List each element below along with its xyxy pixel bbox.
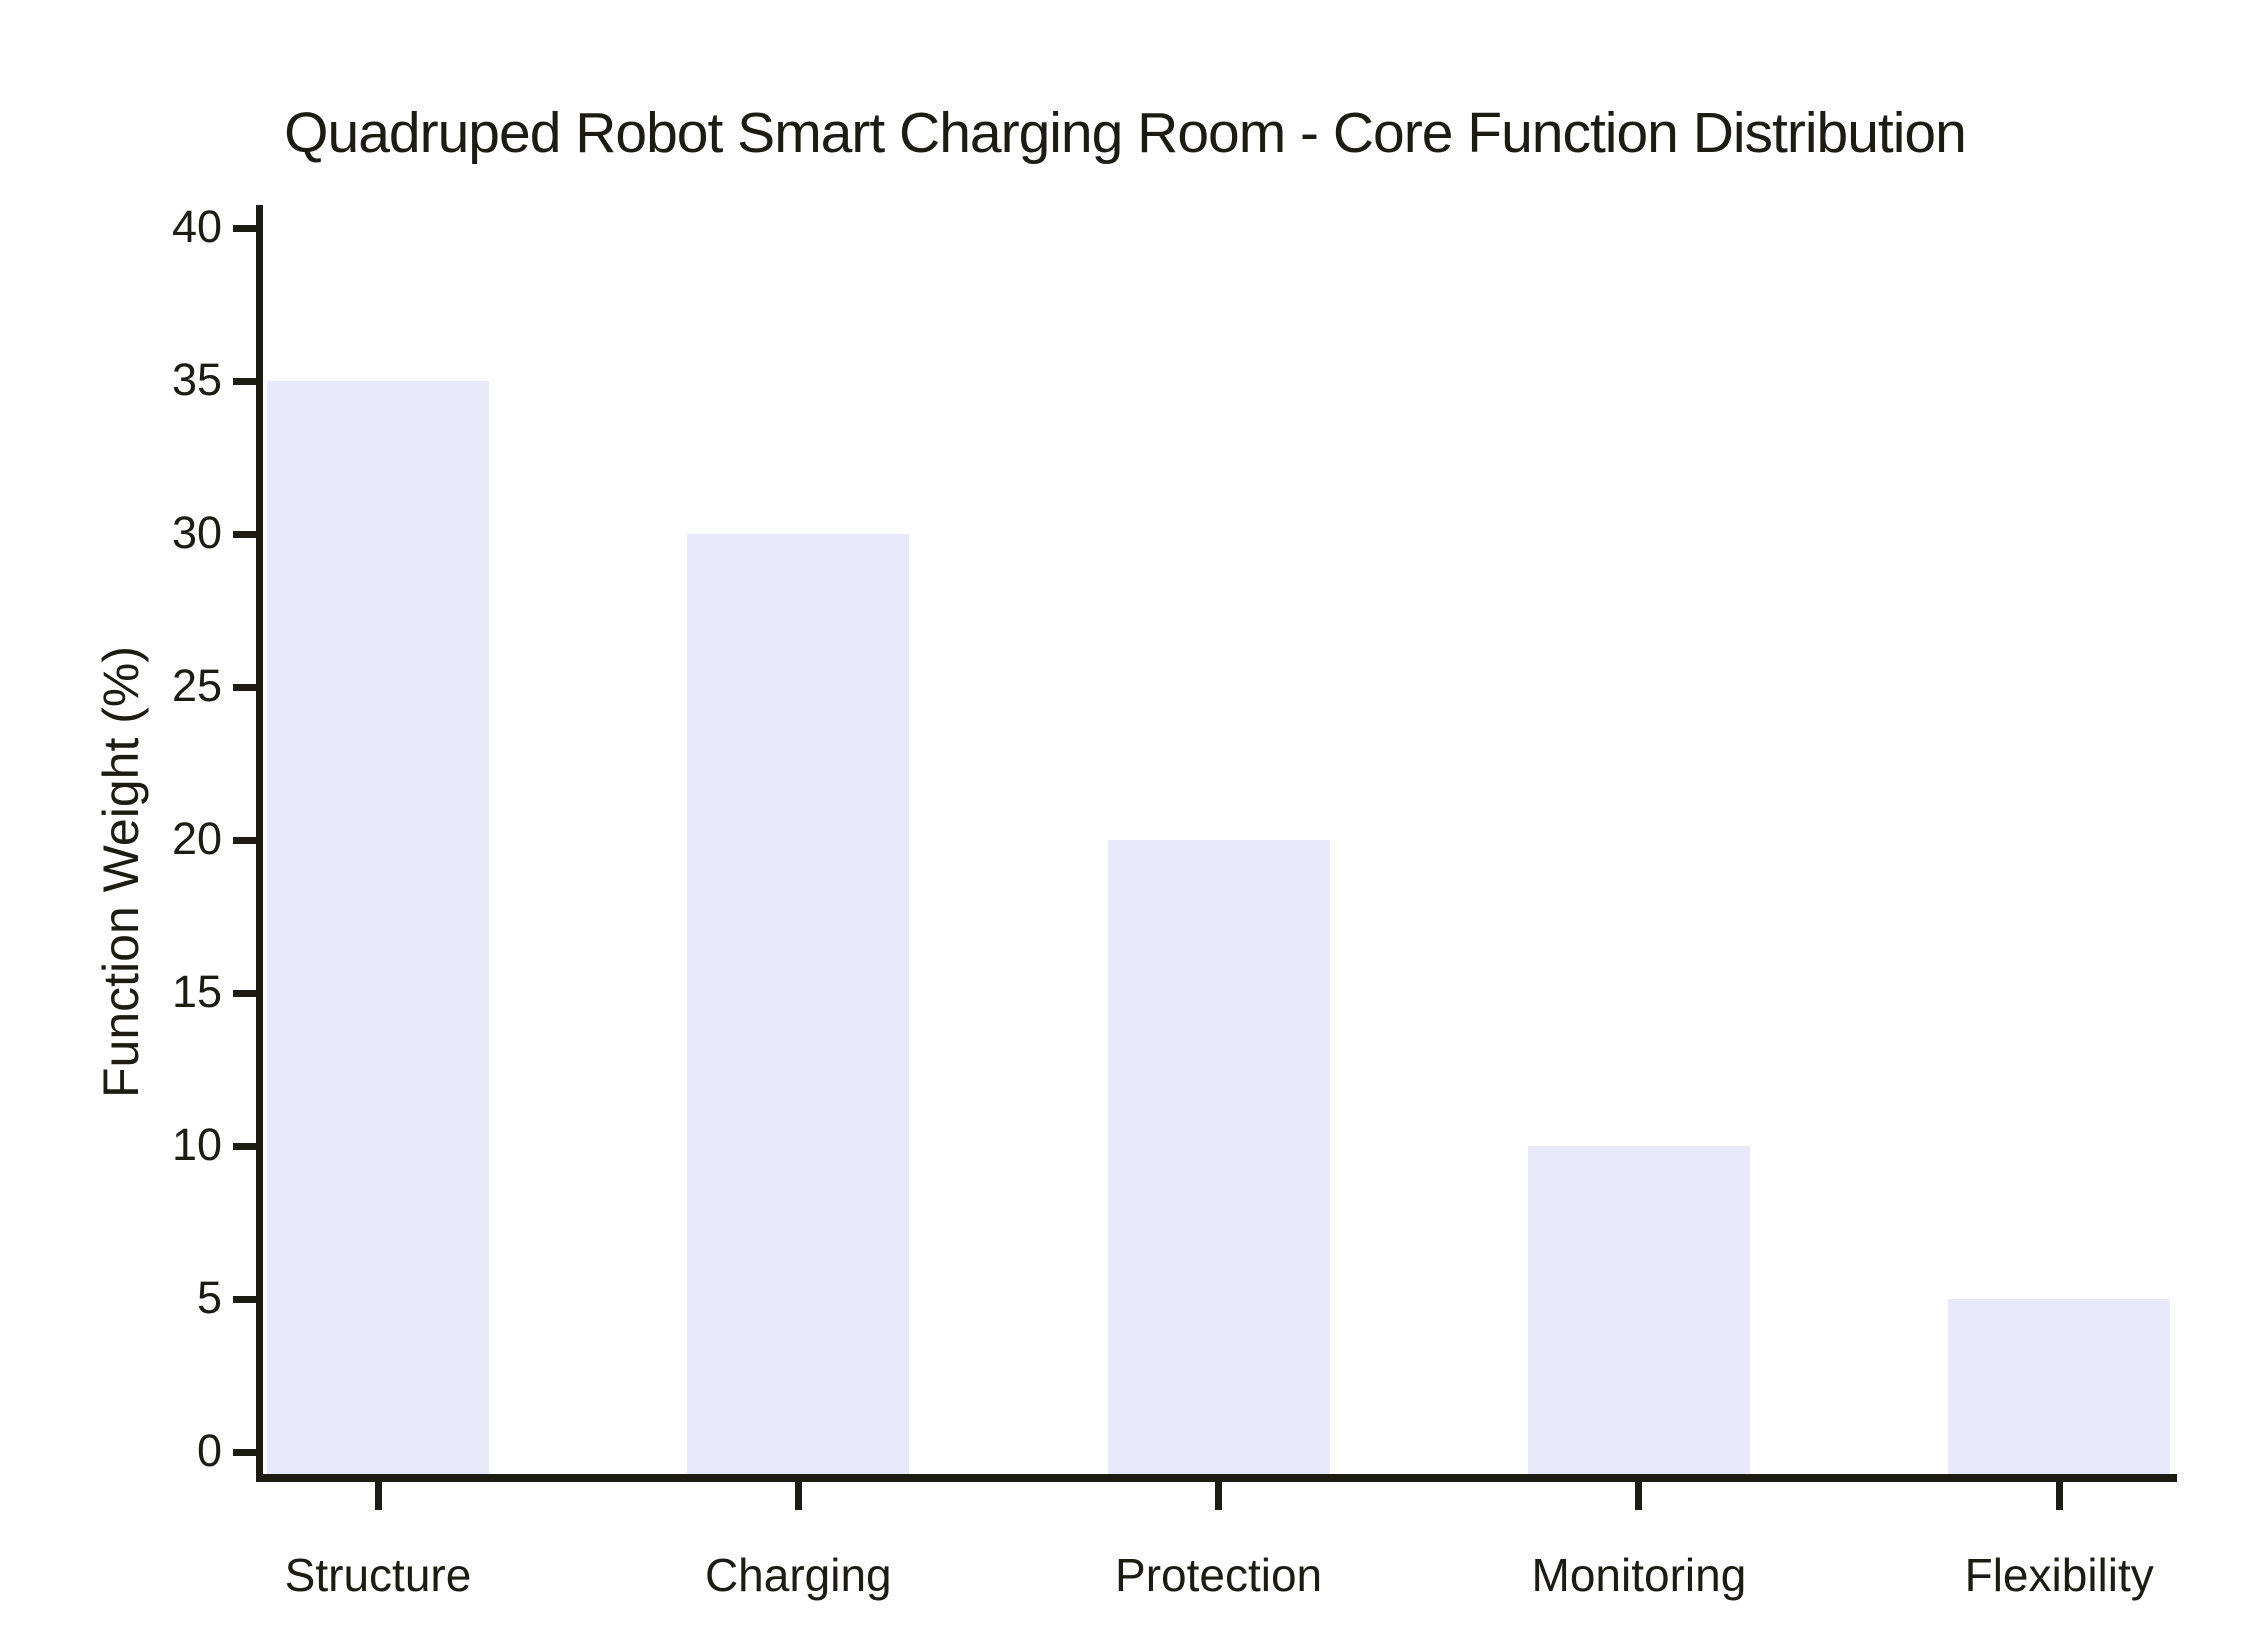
y-tick-0 [233, 1448, 257, 1456]
y-tick-5 [233, 1295, 257, 1303]
bar-flexibility [1948, 1299, 2171, 1474]
bar-structure [267, 381, 489, 1474]
x-category-label-protection: Protection [1115, 1549, 1323, 1601]
y-tick-25 [233, 683, 257, 691]
y-tick-label-30: 30 [171, 506, 222, 558]
chart-title: Quadruped Robot Smart Charging Room - Co… [284, 101, 1967, 165]
bar-monitoring [1527, 1146, 1750, 1474]
bar-protection [1107, 840, 1330, 1474]
x-category-label-flexibility: Flexibility [1964, 1549, 2154, 1601]
x-tick-flexibility [2055, 1482, 2063, 1510]
y-tick-20 [233, 836, 257, 844]
y-tick-40 [233, 224, 257, 232]
x-tick-charging [794, 1482, 802, 1510]
y-axis-label: Function Weight (%) [93, 645, 149, 1099]
x-tick-protection [1215, 1482, 1223, 1510]
y-tick-label-35: 35 [171, 353, 222, 405]
y-tick-10 [233, 1142, 257, 1150]
y-tick-35 [233, 377, 257, 385]
y-tick-30 [233, 530, 257, 538]
bar-charging [687, 534, 910, 1474]
x-tick-monitoring [1635, 1482, 1643, 1510]
x-axis-line [256, 1474, 2177, 1482]
y-tick-label-5: 5 [196, 1271, 222, 1323]
y-axis-line [256, 205, 263, 1482]
y-tick-15 [233, 989, 257, 997]
x-category-label-monitoring: Monitoring [1531, 1549, 1747, 1601]
y-tick-label-15: 15 [171, 965, 222, 1017]
y-tick-label-0: 0 [196, 1424, 222, 1476]
y-tick-label-40: 40 [171, 200, 222, 252]
y-tick-label-20: 20 [171, 812, 222, 864]
y-tick-label-10: 10 [171, 1118, 222, 1170]
x-category-label-charging: Charging [704, 1549, 892, 1601]
x-tick-structure [374, 1482, 382, 1510]
x-category-label-structure: Structure [284, 1549, 472, 1601]
y-tick-label-25: 25 [171, 659, 222, 711]
